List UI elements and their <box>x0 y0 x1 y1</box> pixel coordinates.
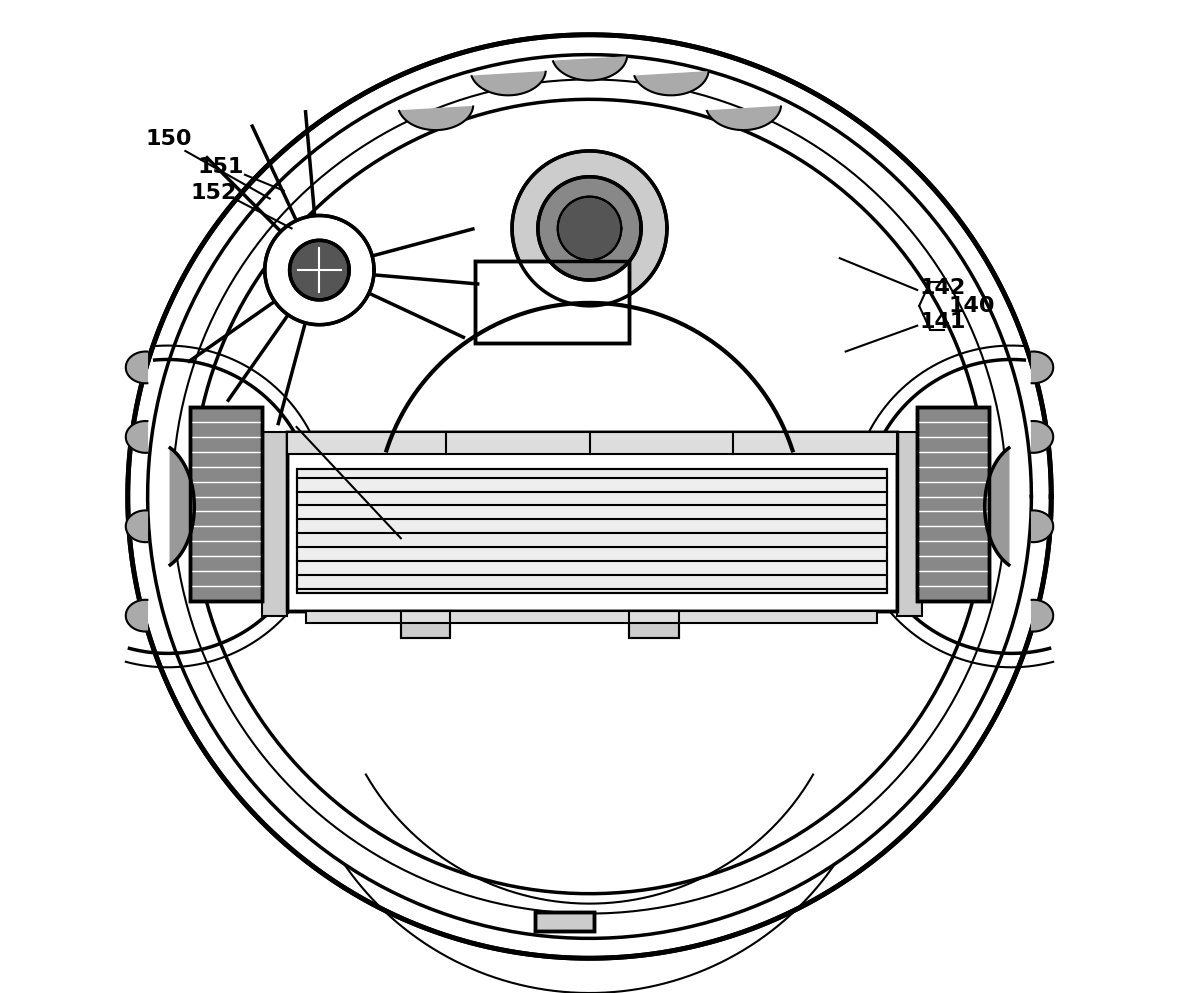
Bar <box>535 912 594 931</box>
Bar <box>917 407 989 601</box>
Polygon shape <box>1032 352 1053 383</box>
Text: 152: 152 <box>190 183 237 203</box>
Text: 150: 150 <box>146 129 192 149</box>
Polygon shape <box>126 421 147 453</box>
Polygon shape <box>1032 421 1053 453</box>
Bar <box>286 432 897 454</box>
Polygon shape <box>290 240 349 300</box>
Polygon shape <box>265 215 374 325</box>
Bar <box>286 432 897 611</box>
Polygon shape <box>126 600 147 632</box>
Bar <box>630 611 679 638</box>
Bar <box>897 432 922 616</box>
Bar <box>262 432 286 616</box>
Bar <box>307 611 877 623</box>
Bar <box>297 469 888 593</box>
Polygon shape <box>707 106 780 130</box>
Bar <box>401 611 450 638</box>
Text: 142: 142 <box>920 278 966 298</box>
Text: 151: 151 <box>197 157 244 177</box>
Polygon shape <box>170 448 195 565</box>
Polygon shape <box>127 35 1052 958</box>
Polygon shape <box>126 352 147 383</box>
Polygon shape <box>553 57 627 80</box>
Polygon shape <box>1032 600 1053 632</box>
Polygon shape <box>472 71 546 95</box>
Bar <box>475 261 630 343</box>
Bar <box>297 469 888 593</box>
Bar <box>286 432 897 611</box>
Polygon shape <box>400 106 473 130</box>
Polygon shape <box>984 448 1009 565</box>
Polygon shape <box>538 177 641 280</box>
Bar <box>190 407 262 601</box>
Polygon shape <box>1032 510 1053 542</box>
Polygon shape <box>512 151 667 306</box>
Bar <box>630 611 679 638</box>
Bar <box>190 407 262 601</box>
Bar <box>401 611 450 638</box>
Text: 140: 140 <box>949 296 995 316</box>
Bar <box>475 261 630 343</box>
Text: 141: 141 <box>920 312 966 332</box>
Polygon shape <box>126 510 147 542</box>
Bar <box>917 407 989 601</box>
Bar <box>535 912 594 931</box>
Polygon shape <box>558 197 621 260</box>
Polygon shape <box>634 71 709 95</box>
